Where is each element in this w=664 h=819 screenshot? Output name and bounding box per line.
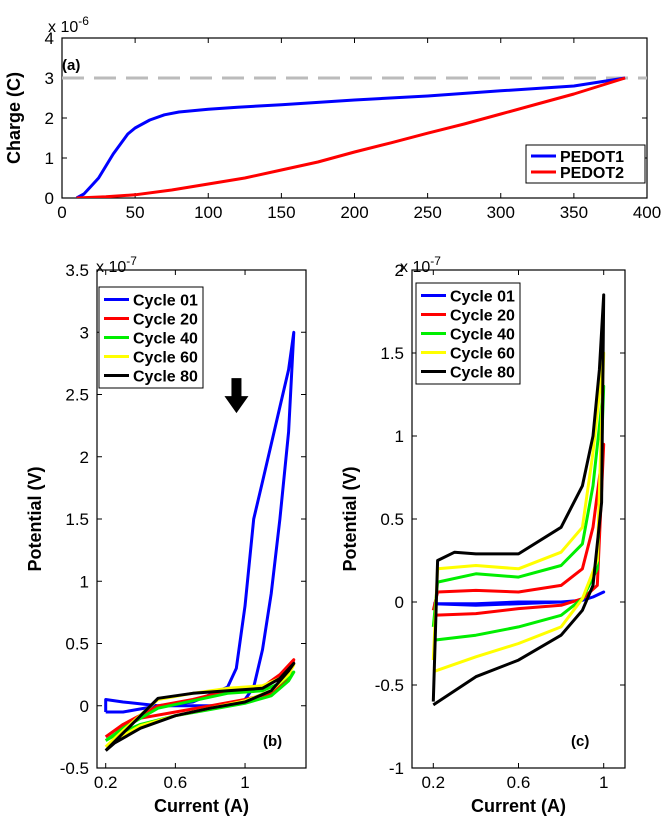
panel-label: (b) — [263, 733, 282, 750]
y-multiplier-base: x 10 — [400, 259, 430, 276]
x-tick-label: 150 — [267, 203, 295, 222]
series-line-cycle-60 — [431, 351, 606, 674]
x-tick-label: 0.2 — [94, 773, 118, 792]
series-group — [431, 293, 606, 707]
y-tick-label: 3 — [45, 69, 54, 88]
y-tick-label: -0.5 — [375, 676, 404, 695]
panel-label: (a) — [62, 57, 80, 74]
y-axis-label: Potential (V) — [340, 466, 360, 571]
series-line-cycle-80 — [431, 293, 606, 707]
series-group — [104, 330, 296, 752]
series-line-cycle-01 — [433, 590, 606, 607]
y-multiplier-base: x 10 — [48, 19, 78, 36]
legend-entry: Cycle 80 — [133, 369, 198, 386]
panel-a: 0 50 100 150 200 250 300 350 400 0 1 2 3 4x 10-6 Charg… — [4, 14, 661, 222]
x-tick-label: 300 — [487, 203, 515, 222]
y-multiplier: x 10-7 — [400, 254, 441, 276]
y-multiplier: x 10-6 — [48, 14, 89, 36]
y-tick-label: 1 — [45, 149, 54, 168]
legend-entry: Cycle 20 — [450, 308, 515, 325]
down-arrow-icon — [224, 378, 249, 414]
panel-c: 0.2 0.6 1 -1 -0.5 0 0.5 1 1.5 2x 10-7 Potential (V… — [340, 254, 626, 816]
y-tick-label: -1 — [389, 759, 404, 778]
series-line-cycle-40 — [431, 384, 606, 642]
y-tick-label: 4 — [45, 29, 54, 48]
series-line-cycle-20 — [431, 442, 606, 617]
y-tick-label: 3 — [80, 323, 89, 342]
series-group — [75, 76, 626, 198]
legend-entry: Cycle 01 — [450, 289, 515, 306]
y-axis-label: Potential (V) — [25, 466, 45, 571]
y-axis-label: Charge (C) — [4, 72, 24, 164]
y-tick-label: 0 — [45, 189, 54, 208]
x-tick-label: 1 — [240, 773, 249, 792]
x-tick-label: 400 — [633, 203, 661, 222]
y-tick-label: 0.5 — [380, 510, 404, 529]
legend-entry: Cycle 40 — [450, 327, 515, 344]
series-line-cycle-80 — [104, 661, 296, 752]
x-tick-label: 100 — [194, 203, 222, 222]
x-tick-label: 0.6 — [507, 773, 531, 792]
y-tick-label: 2 — [395, 261, 404, 280]
y-tick-label: 0 — [80, 697, 89, 716]
series-line-pedot2 — [76, 76, 626, 198]
legend-entry: Cycle 60 — [133, 350, 198, 367]
x-tick-label: 1 — [599, 773, 608, 792]
x-tick-label: 0.2 — [421, 773, 445, 792]
x-tick-label: 0.6 — [164, 773, 188, 792]
legend-entry: PEDOT1 — [560, 149, 624, 166]
legend-entry: Cycle 80 — [450, 365, 515, 382]
y-multiplier-exponent: -7 — [430, 254, 441, 268]
legend-entry: Cycle 01 — [133, 293, 198, 310]
x-axis-label: Current (A) — [154, 796, 249, 816]
x-tick-label: 50 — [126, 203, 145, 222]
series-line-cycle-01 — [104, 330, 296, 714]
y-tick-label: 0.5 — [65, 635, 89, 654]
y-tick-label: 1 — [395, 427, 404, 446]
x-tick-label: 350 — [560, 203, 588, 222]
legend-box — [525, 144, 646, 184]
y-tick-label: 2 — [45, 109, 54, 128]
legend-entry: Cycle 40 — [133, 331, 198, 348]
y-multiplier-exponent: -6 — [78, 14, 89, 28]
legend-entry: Cycle 60 — [450, 346, 515, 363]
x-axis-label: Current (A) — [471, 796, 566, 816]
y-tick-label: 1.5 — [380, 344, 404, 363]
x-tick-label: 200 — [340, 203, 368, 222]
series-line-pedot1 — [75, 76, 626, 198]
legend-entry: PEDOT2 — [560, 165, 624, 182]
x-tick-label: 250 — [413, 203, 441, 222]
panel-b: 0.2 0.6 1 -0.5 0 0.5 1 1.5 2 2.5 3 3.5 x 10-7 Potenti… — [25, 254, 307, 816]
y-multiplier-base: x 10 — [96, 259, 126, 276]
panel-label: (c) — [571, 733, 589, 750]
y-multiplier-exponent: -7 — [126, 254, 137, 268]
legend-entry: Cycle 20 — [133, 312, 198, 329]
y-tick-label: 0 — [395, 593, 404, 612]
y-multiplier: x 10-7 — [96, 254, 137, 276]
y-tick-label: -0.5 — [60, 759, 89, 778]
x-tick-label: 0 — [57, 203, 66, 222]
y-tick-label: 2 — [80, 448, 89, 467]
y-tick-label: 1 — [80, 572, 89, 591]
y-tick-label: 1.5 — [65, 510, 89, 529]
y-tick-label: 3.5 — [65, 261, 89, 280]
y-tick-label: 2.5 — [65, 386, 89, 405]
